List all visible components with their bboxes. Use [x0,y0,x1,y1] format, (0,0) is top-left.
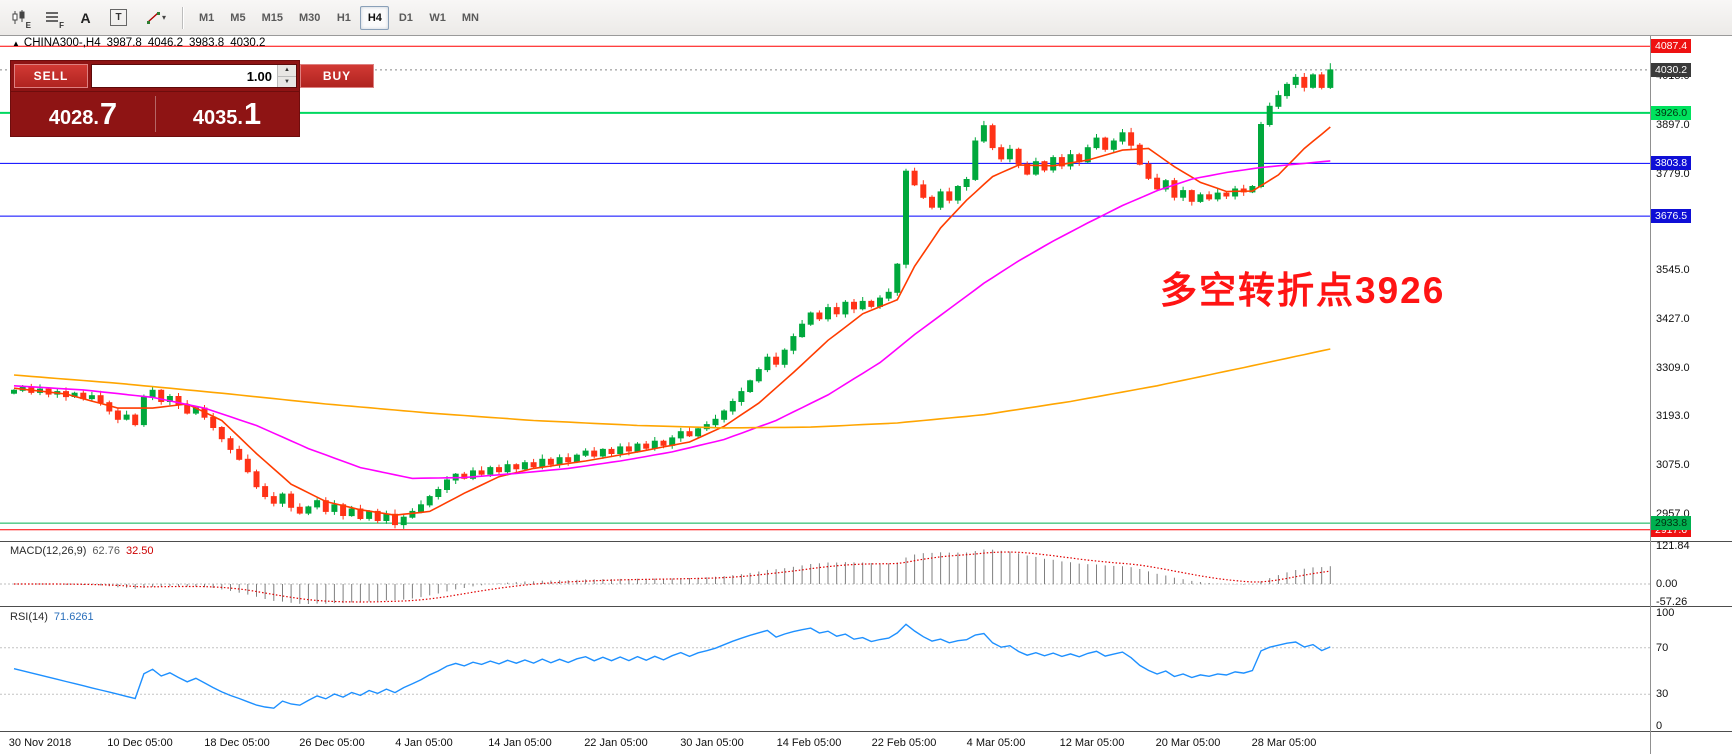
buy-button[interactable]: BUY [300,64,374,88]
macd-signal-line [14,551,1331,603]
toolbar-separator [182,6,183,29]
volume-input[interactable] [92,65,277,87]
tool-sub-label: E [25,21,31,30]
ask-price: 4035. 1 [155,92,299,136]
candles-glyph [12,10,25,24]
ma-line-mid [13,160,1331,480]
ohlc-open: 3987.8 [106,37,142,49]
volume-up-button[interactable]: ▲ [278,65,296,77]
chart-annotation-text: 多空转折点3926 [1160,270,1446,311]
ask-main-digits: 4035. [192,107,243,129]
macd-main-value: 62.76 [92,545,120,557]
timeframe-button-m15[interactable]: M15 [255,6,290,30]
ma-line-fast [13,126,1331,517]
volume-spinner: ▲ ▼ [277,65,296,87]
macd-histogram [22,549,1331,604]
list-tool-icon[interactable]: F [39,4,66,31]
ask-big-digit: 1 [243,96,262,131]
one-click-trading-panel: SELL ▲ ▼ BUY 4028.7 4035.1 [10,60,374,137]
bid-ask-divider [155,96,156,132]
timeframe-button-m30[interactable]: M30 [292,6,327,30]
macd-signal-value: 32.50 [125,545,154,557]
boxed-t-glyph: T [110,9,127,26]
ohlc-high: 4046.2 [147,37,183,49]
candlestick-tool-icon[interactable]: E [6,4,33,31]
sell-button[interactable]: SELL [14,64,88,88]
toolbar: E F A T ▾ M1 M5 M15 M30 H1 H4 D1 W1 MN [0,0,1732,36]
timeframe-button-mn[interactable]: MN [455,6,486,30]
toolbar-tools-group: E F A T ▾ [6,4,174,31]
symbol-timeframe: CHINA300-,H4 [23,37,101,49]
rsi-label: RSI(14) 71.6261 [10,611,100,623]
timeframe-button-w1[interactable]: W1 [422,6,453,30]
bid-big-digit: 7 [99,96,118,131]
collapse-arrow-icon[interactable]: ▲ [12,39,20,48]
bid-main-digits: 4028. [48,107,99,129]
rsi-name: RSI(14) [10,611,48,623]
timeframe-button-h1[interactable]: H1 [329,6,358,30]
ohlc-close: 4030.2 [230,37,266,49]
letter-a-glyph: A [80,9,91,26]
timeframe-button-d1[interactable]: D1 [391,6,420,30]
shapes-dropdown-icon[interactable]: ▾ [138,4,174,31]
timeframe-bar: M1 M5 M15 M30 H1 H4 D1 W1 MN [191,5,487,30]
bid-ask-row: 4028. 7 4035. 1 [11,91,299,136]
tool-sub-label: F [59,21,64,30]
horizontal-line-objects [0,45,1650,531]
chevron-down-icon: ▾ [161,13,166,22]
timeframe-button-m1[interactable]: M1 [192,6,221,30]
textbox-tool-icon[interactable]: T [105,4,132,31]
rsi-line [13,623,1331,709]
macd-label: MACD(12,26,9) 62.76 32.50 [10,545,159,557]
trade-controls-row: SELL ▲ ▼ BUY [11,61,374,91]
bid-price: 4028. 7 [11,92,155,136]
rsi-value: 71.6261 [53,611,94,623]
macd-name: MACD(12,26,9) [10,545,87,557]
ma-line-slow [13,348,1331,429]
timeframe-button-h4[interactable]: H4 [360,5,390,30]
volume-box: ▲ ▼ [91,64,297,88]
chart-ohlc-header: ▲ CHINA300-,H4 3987.8 4046.2 3983.8 4030.2 [12,37,271,49]
volume-down-button[interactable]: ▼ [278,76,296,87]
text-tool-icon[interactable]: A [72,4,99,31]
ohlc-low: 3983.8 [189,37,225,49]
candlestick-series [11,63,1334,529]
list-glyph [46,12,58,22]
timeframe-button-m5[interactable]: M5 [223,6,252,30]
trendline-glyph [146,12,160,24]
